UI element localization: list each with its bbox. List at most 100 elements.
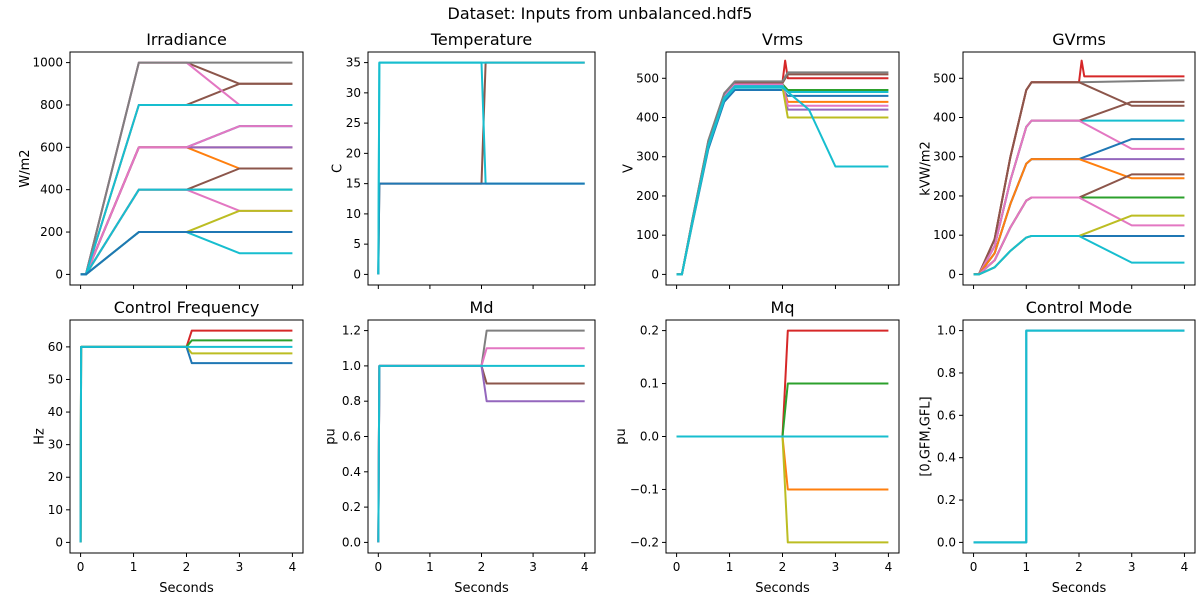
- series-group: [676, 329, 889, 544]
- y-tick-label: 0.8: [937, 366, 956, 380]
- subplot-1: Irradiance 0 200 400 600 800 1000 W/m2: [18, 30, 304, 289]
- series-group: [377, 61, 585, 275]
- y-axis-label: Hz: [33, 428, 48, 445]
- x-tick-label: 4: [1181, 560, 1189, 574]
- y-tick-label: 500: [933, 71, 956, 85]
- y-tick-label: 0: [55, 267, 63, 281]
- y-tick-label: 0.6: [937, 408, 956, 422]
- y-tick-label: 5: [353, 237, 361, 251]
- y-tick-label: 200: [636, 189, 659, 203]
- y-tick-label: 20: [48, 470, 63, 484]
- x-axis-label: Seconds: [159, 581, 214, 596]
- x-tick-label: 2: [779, 560, 787, 574]
- y-tick-label: 500: [636, 71, 659, 85]
- y-tick-label: −0.1: [630, 482, 659, 496]
- figure-suptitle: Dataset: Inputs from unbalanced.hdf5: [448, 4, 753, 23]
- y-tick-label: 1.2: [342, 324, 361, 338]
- x-axis-label: Seconds: [755, 581, 810, 596]
- y-tick-label: 400: [933, 111, 956, 125]
- series-line-15: [973, 234, 1185, 276]
- y-tick-label: 0.2: [937, 493, 956, 507]
- series-group: [80, 61, 293, 276]
- y-tick-label: 0.2: [640, 324, 659, 338]
- x-tick-label: 1: [130, 560, 138, 574]
- y-tick-label: 200: [933, 189, 956, 203]
- subplot-6: Md 0 1 2 3 4 0.0 0.2 0.4 0.6 0.8 1.0 1.2 pu Seconds: [323, 298, 596, 596]
- subplot-4: GVrms 0 100 200 300 400 500 kVW/m2: [918, 30, 1196, 289]
- y-axis-label: V: [621, 164, 636, 173]
- y-tick-label: 0.2: [342, 500, 361, 514]
- y-tick-label: 0.0: [342, 535, 361, 549]
- y-tick-label: 50: [48, 372, 63, 386]
- y-tick-label: 60: [48, 340, 63, 354]
- subplot-title: Vrms: [762, 30, 803, 49]
- y-tick-label: 0.0: [937, 535, 956, 549]
- y-tick-label: 0.6: [342, 430, 361, 444]
- y-tick-label: 300: [933, 150, 956, 164]
- y-tick-label: 0.0: [640, 430, 659, 444]
- x-tick-label: 4: [581, 560, 589, 574]
- x-axis-label: Seconds: [1052, 581, 1107, 596]
- series-line-3: [973, 81, 1185, 276]
- y-tick-label: 400: [40, 183, 63, 197]
- y-axis-label: [0,GFM,GFL]: [918, 396, 933, 476]
- subplot-title: Temperature: [430, 30, 532, 49]
- x-tick-label: 0: [970, 560, 978, 574]
- y-tick-label: 15: [346, 177, 361, 191]
- x-tick-label: 3: [832, 560, 840, 574]
- y-tick-label: −0.2: [630, 535, 659, 549]
- x-axis-label: Seconds: [454, 581, 509, 596]
- series-line-4: [377, 61, 585, 275]
- y-tick-label: 1.0: [342, 359, 361, 373]
- y-tick-label: 20: [346, 146, 361, 160]
- y-tick-label: 300: [636, 150, 659, 164]
- x-tick-label: 3: [1128, 560, 1136, 574]
- x-tick-label: 1: [726, 560, 734, 574]
- x-tick-label: 0: [374, 560, 382, 574]
- y-tick-label: 35: [346, 56, 361, 70]
- y-tick-label: 0: [55, 535, 63, 549]
- y-tick-label: 1.0: [937, 324, 956, 338]
- y-tick-label: 0.4: [342, 465, 361, 479]
- y-axis-label: pu: [614, 428, 629, 445]
- y-tick-label: 200: [40, 225, 63, 239]
- y-tick-label: 0: [651, 267, 659, 281]
- x-tick-label: 3: [529, 560, 537, 574]
- y-tick-label: 1000: [32, 56, 63, 70]
- series-line-5: [377, 364, 585, 543]
- y-axis-label: kVW/m2: [918, 141, 933, 196]
- series-line-17: [80, 231, 293, 276]
- y-axis-label: C: [331, 164, 346, 173]
- x-tick-label: 1: [1022, 560, 1030, 574]
- y-tick-label: 0: [948, 267, 956, 281]
- x-tick-label: 1: [426, 560, 434, 574]
- series-group: [79, 329, 293, 543]
- y-tick-label: 0.8: [342, 394, 361, 408]
- series-group: [973, 59, 1185, 276]
- y-tick-label: 25: [346, 116, 361, 130]
- y-tick-label: 0.4: [937, 451, 956, 465]
- series-group: [973, 329, 1185, 544]
- y-axis-label: W/m2: [18, 149, 33, 187]
- series-line-2: [973, 329, 1185, 544]
- subplot-7: Mq 0 1 2 3 4 −0.2 −0.1 0.0 0.1 0.2 pu Seconds: [614, 298, 900, 596]
- x-tick-label: 3: [236, 560, 244, 574]
- series-line-6: [973, 119, 1185, 276]
- series-group: [676, 59, 889, 276]
- series-line-5: [79, 345, 293, 543]
- y-tick-label: 600: [40, 140, 63, 154]
- subplot-8: Control Mode 0 1 2 3 4 0.0 0.2 0.4 0.6 0.8 1.0 [0,GF…: [918, 298, 1196, 596]
- y-tick-label: 30: [346, 86, 361, 100]
- y-tick-label: 40: [48, 405, 63, 419]
- y-axis-label: pu: [323, 428, 338, 445]
- subplot-title: GVrms: [1052, 30, 1106, 49]
- subplot-title: Md: [470, 298, 494, 317]
- subplot-3: Vrms 0 100 200 300 400 500 V: [621, 30, 900, 289]
- x-tick-label: 4: [289, 560, 297, 574]
- y-tick-label: 400: [636, 111, 659, 125]
- x-tick-label: 2: [1075, 560, 1083, 574]
- subplot-title: Control Mode: [1026, 298, 1133, 317]
- series-line-12: [973, 196, 1185, 276]
- series-group: [377, 329, 585, 543]
